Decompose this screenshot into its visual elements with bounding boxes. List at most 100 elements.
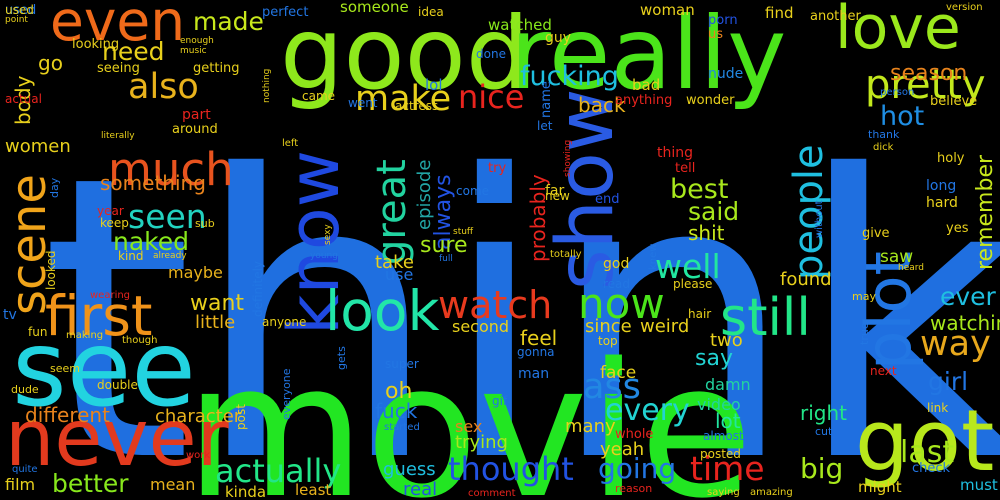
- word-posted: posted: [700, 447, 741, 461]
- word-let: let: [537, 119, 553, 133]
- word-whole: whole: [615, 427, 653, 442]
- word-girl: girl: [928, 367, 968, 396]
- word-hot: hot: [880, 101, 924, 132]
- word-never: never: [5, 394, 230, 484]
- word-since: since: [585, 316, 632, 337]
- word-literally: literally: [101, 131, 135, 141]
- word-actress: actress: [395, 99, 438, 113]
- word-love: love: [835, 0, 961, 63]
- word-go: go: [38, 51, 63, 75]
- word-plot: plot: [852, 251, 925, 370]
- word-holy: holy: [937, 151, 965, 166]
- word-find: find: [765, 4, 793, 22]
- word-look: look: [325, 279, 440, 343]
- word-right: right: [800, 401, 847, 425]
- word-idea: idea: [418, 5, 444, 19]
- word-wonder: wonder: [686, 93, 735, 108]
- word-also: also: [128, 67, 199, 107]
- word-saw: saw: [880, 247, 913, 267]
- word-damn: damn: [705, 375, 751, 394]
- word-sure: sure: [420, 233, 468, 258]
- word-got: got: [855, 392, 994, 491]
- word-without: without: [814, 200, 825, 238]
- word-want: want: [190, 291, 244, 316]
- word-make: make: [355, 79, 451, 119]
- word-thank: thank: [868, 128, 900, 141]
- word-fuck: fuck: [375, 399, 418, 423]
- word-top: top: [598, 334, 618, 348]
- word-might: might: [858, 478, 902, 496]
- word-anyone: anyone: [262, 315, 306, 329]
- word-say: say: [695, 346, 733, 371]
- word-getting: getting: [193, 61, 240, 76]
- word-young: young: [310, 251, 338, 261]
- word-gonna: gonna: [517, 345, 555, 359]
- word-see: see: [12, 308, 196, 430]
- word-read: read: [603, 277, 630, 291]
- word-time: time: [690, 449, 765, 488]
- word-man: man: [518, 366, 549, 382]
- word-tv: tv: [3, 307, 17, 323]
- word-feel: feel: [520, 326, 557, 350]
- word-god: god: [603, 256, 629, 272]
- word-around: around: [172, 122, 218, 137]
- word-back: back: [578, 93, 626, 117]
- word-used: used: [5, 3, 34, 17]
- word-looked: looked: [44, 250, 58, 290]
- word-actual: actual: [5, 92, 42, 106]
- word-started: started: [384, 422, 420, 433]
- word-pretty: pretty: [865, 62, 986, 108]
- word-hair: hair: [688, 307, 711, 321]
- word-season: season: [890, 61, 967, 86]
- word-double: double: [97, 378, 138, 392]
- word-remember: remember: [973, 154, 998, 270]
- word-mean: mean: [150, 475, 195, 494]
- word-used: used: [5, 3, 36, 18]
- word-much: much: [108, 143, 234, 196]
- word-far: far: [545, 183, 565, 199]
- word-said: said: [688, 197, 739, 226]
- word-woman: woman: [640, 1, 695, 19]
- word-name: name: [539, 81, 554, 118]
- word-come: come: [456, 184, 489, 198]
- word-please: please: [673, 277, 712, 291]
- word-actually: actually: [215, 452, 341, 490]
- word-nothing: nothing: [262, 69, 272, 103]
- word-now: now: [578, 279, 665, 328]
- word-show: show: [541, 88, 631, 290]
- word-probably: probably: [526, 174, 550, 262]
- word-end: end: [595, 192, 620, 207]
- word-gif: gif: [492, 394, 508, 408]
- word-video: video: [697, 395, 741, 414]
- word-link: link: [927, 401, 948, 415]
- word-dick: dick: [873, 142, 894, 153]
- word-enough: enough: [180, 36, 214, 46]
- word-watch: watch: [438, 283, 552, 327]
- word-looking: looking: [72, 37, 119, 52]
- word-found: found: [780, 269, 832, 290]
- word-almost: almost: [703, 429, 744, 443]
- word-reason: reason: [615, 482, 652, 495]
- word-wearing: wearing: [90, 290, 130, 301]
- word-music: music: [180, 46, 207, 56]
- word-true: true: [858, 322, 871, 345]
- word-different: different: [25, 403, 110, 427]
- word-yes: yes: [946, 221, 969, 236]
- word-episode: episode: [414, 160, 435, 230]
- word-post: post: [234, 404, 248, 430]
- word-must: must: [960, 476, 998, 494]
- word-naked: naked: [113, 227, 189, 256]
- word-well: well: [655, 247, 721, 286]
- word-yeah: yeah: [600, 439, 644, 460]
- word-already: already: [153, 251, 187, 261]
- word-work: work: [186, 450, 210, 461]
- word-keep: keep: [100, 216, 129, 230]
- word-oh: oh: [385, 379, 412, 404]
- word-shit: shit: [688, 221, 725, 245]
- word-version: version: [946, 2, 983, 13]
- word-know: know: [273, 150, 355, 335]
- word-going: going: [598, 452, 676, 485]
- word-seeing: seeing: [97, 61, 140, 76]
- word-lol: lol: [425, 76, 443, 94]
- word-need: need: [102, 37, 164, 66]
